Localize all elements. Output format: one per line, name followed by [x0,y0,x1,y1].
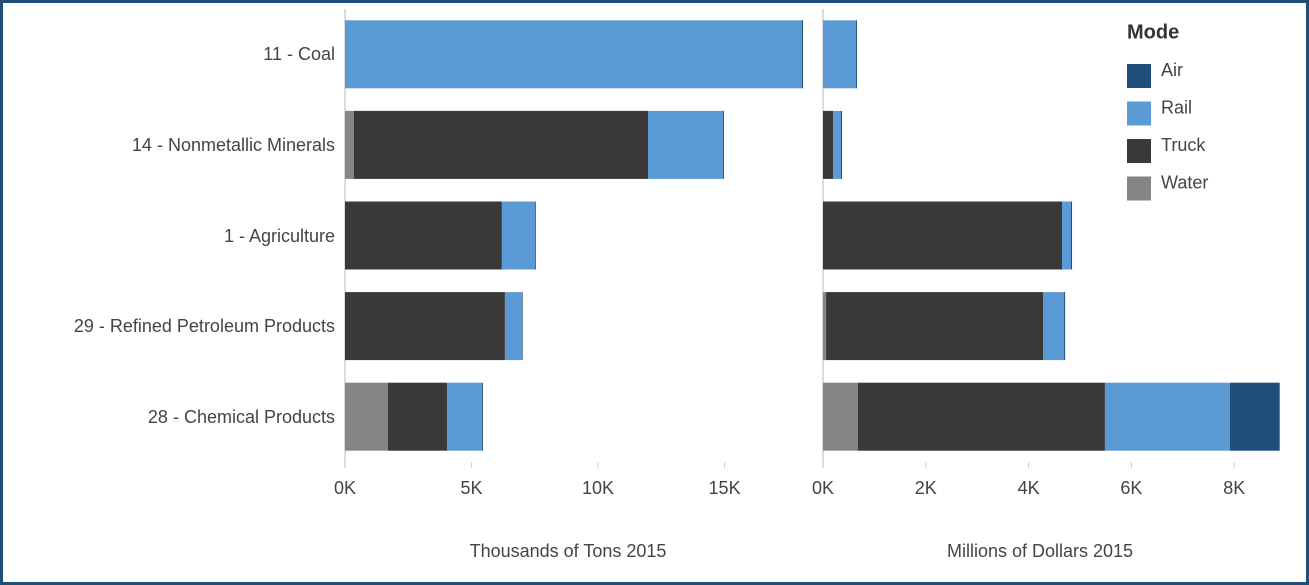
bar-segment [504,292,522,361]
bar-segment [345,110,354,179]
bar-segment [826,292,1043,361]
legend-label: Truck [1161,135,1206,155]
x-tick-label: 15K [709,478,741,498]
bar-segment [1104,382,1230,451]
x-tick-label: 10K [582,478,614,498]
bar-segment [521,292,523,361]
bar-segment [353,110,649,179]
bar-segment [833,110,841,179]
bar-segment [345,201,502,270]
bar-segment [823,382,858,451]
bar-segment [345,20,803,89]
bar-segment [855,20,857,89]
bar-segment [722,110,724,179]
x-axis-title: Millions of Dollars 2015 [947,541,1133,561]
legend-swatch [1127,64,1151,88]
bar-segment [1062,201,1072,270]
bar-segment [345,382,389,451]
legend-title: Mode [1127,21,1179,43]
bar-segment [1064,292,1066,361]
bar-segment [1229,382,1280,451]
bar-segment [501,201,535,270]
category-label: 1 - Agriculture [223,225,335,246]
legend-swatch [1127,101,1151,126]
legend-swatch [1127,176,1151,201]
bar-segment [823,20,856,89]
category-label: 11 - Coal [263,44,335,65]
bar-segment [802,20,804,89]
bar-segment [481,382,483,451]
bar-segment [534,201,536,270]
x-tick-label: 5K [461,478,483,498]
x-tick-label: 0K [334,478,356,498]
bar-segment [823,110,834,179]
x-axis-title: Thousands of Tons 2015 [470,541,667,561]
bar-segment [840,110,843,179]
bar-segment [823,201,1063,270]
x-tick-label: 6K [1120,478,1142,498]
x-tick-label: 0K [812,478,834,498]
category-label: 14 - Nonmetallic Minerals [131,134,335,155]
bar-segment [446,382,482,451]
x-tick-label: 2K [915,478,937,498]
bar-segment [388,382,447,451]
legend-label: Water [1161,172,1208,192]
legend-label: Rail [1161,97,1192,117]
legend-label: Air [1161,60,1183,80]
category-label: 28 - Chemical Products [147,406,335,427]
bar-segment [823,292,827,361]
x-tick-label: 4K [1018,478,1040,498]
bar-segment [1071,201,1073,270]
category-label: 29 - Refined Petroleum Products [73,316,335,337]
bar-segment [1042,292,1065,361]
bar-segment [345,292,505,361]
x-tick-label: 8K [1223,478,1245,498]
bar-segment [857,382,1105,451]
legend-swatch [1127,139,1151,163]
bar-segment [648,110,723,179]
